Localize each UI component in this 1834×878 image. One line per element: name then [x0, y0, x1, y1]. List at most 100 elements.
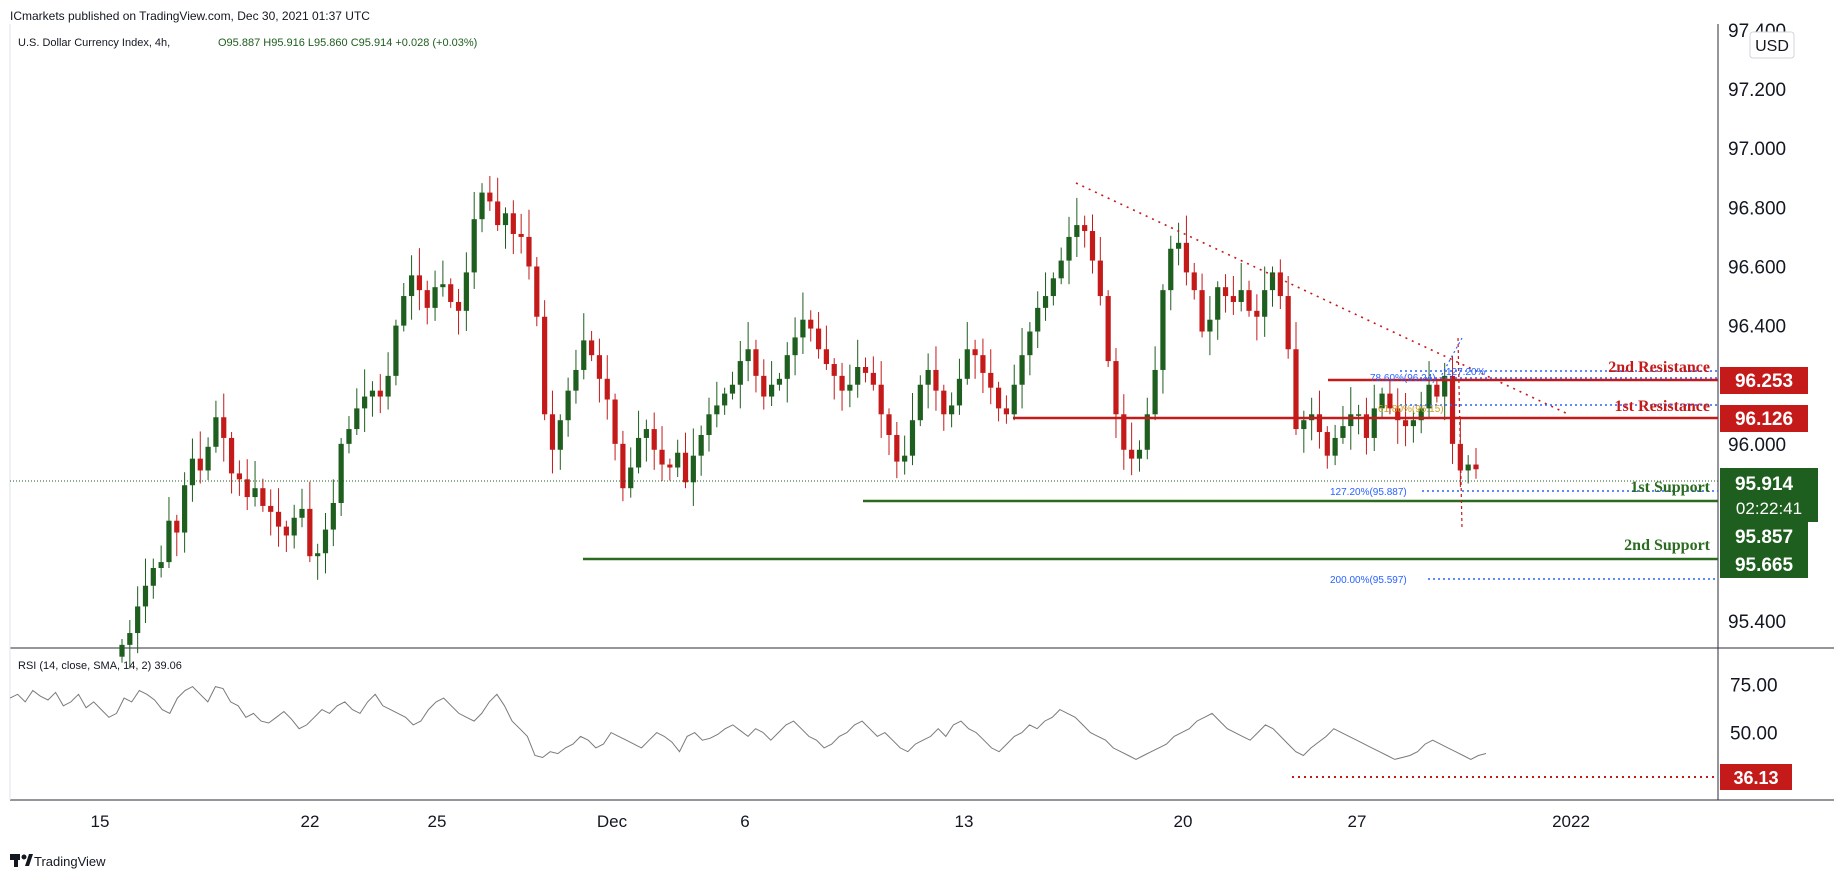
time-tick-label: 2022: [1552, 812, 1590, 831]
candle-body: [988, 372, 994, 388]
price-tick-label: 96.800: [1728, 198, 1786, 219]
candle-body: [424, 290, 430, 308]
candle-body: [972, 349, 978, 356]
candle-body: [275, 511, 282, 527]
price-pane: [10, 24, 1718, 648]
support-1-badge: [1720, 522, 1808, 550]
candle-body: [956, 378, 963, 406]
candle-body: [1152, 369, 1158, 415]
candle-body: [455, 301, 462, 311]
candle-body: [651, 429, 657, 450]
candle-body: [815, 328, 822, 350]
candle-body: [573, 369, 579, 391]
time-tick-label: 25: [428, 812, 447, 831]
candle-body: [1449, 375, 1456, 444]
candle-body: [252, 488, 258, 498]
candle-body: [1348, 414, 1354, 427]
candle-body: [1199, 290, 1205, 332]
candle-body: [244, 479, 250, 498]
candle-body: [855, 366, 861, 385]
candle-body: [565, 390, 571, 421]
candle-body: [1160, 290, 1166, 370]
candle-body: [291, 517, 297, 536]
candle-body: [510, 213, 516, 234]
support-2-badge-text: 95.665: [1735, 555, 1794, 576]
candle-body: [1175, 242, 1182, 249]
candle-body: [1230, 296, 1236, 302]
candle-body: [995, 387, 1002, 409]
candle-body: [659, 449, 665, 465]
candle-body: [260, 488, 266, 506]
candle-body: [839, 375, 845, 391]
candle-body: [1144, 414, 1150, 450]
candle-body: [197, 458, 203, 471]
candle-body: [698, 434, 704, 456]
support-1-label: 1st Support: [1630, 479, 1710, 496]
candle-body: [1426, 384, 1432, 409]
candle-body: [753, 349, 759, 376]
candle-body: [635, 437, 642, 468]
last-price-badge-text: 95.914: [1735, 474, 1794, 495]
candle-body: [941, 390, 947, 415]
candle-body: [518, 233, 524, 237]
candle-body: [502, 213, 509, 226]
candle-body: [174, 520, 180, 533]
price-tick-label: 96.400: [1728, 317, 1786, 338]
candle-body: [283, 526, 289, 536]
candle-body: [127, 633, 133, 645]
candle-body: [581, 340, 587, 370]
rsi-group: 75.00 50.00: [9, 676, 1778, 760]
candle-body: [1168, 248, 1174, 291]
candle-body: [362, 396, 368, 409]
candle-body: [526, 236, 532, 267]
candle-body: [393, 325, 399, 376]
rsi-tick-label: 50.00: [1730, 724, 1778, 745]
candle-body: [377, 390, 383, 397]
fib-1272-label: 127.20%(95.887): [1330, 487, 1407, 498]
candle-body: [1082, 225, 1088, 232]
candle-body: [722, 393, 728, 406]
candle-body: [682, 452, 689, 483]
candle-body: [1035, 307, 1041, 332]
price-tick-label: 97.000: [1728, 139, 1786, 160]
candle-body: [487, 192, 493, 202]
candle-body: [542, 316, 548, 415]
resistance-2-label: 2nd Resistance: [1608, 359, 1710, 376]
candle-body: [1324, 432, 1330, 456]
candle-body: [1019, 355, 1025, 385]
candle-body: [1434, 384, 1440, 397]
candle-body: [745, 349, 751, 362]
candle-body: [1066, 236, 1072, 261]
candle-body: [1395, 408, 1401, 421]
candle-body: [1262, 290, 1268, 317]
candle-body: [596, 355, 603, 379]
candle-body: [1027, 331, 1033, 356]
candle-body: [1003, 408, 1010, 415]
candle-body: [307, 508, 313, 557]
candle-body: [1285, 296, 1291, 350]
support-1-badge-text: 95.857: [1735, 527, 1793, 548]
candle-body: [189, 458, 196, 486]
candle-body: [1457, 443, 1463, 471]
price-tick-label: 95.400: [1728, 612, 1786, 633]
candle-body: [1363, 414, 1370, 438]
candle-body: [862, 366, 869, 373]
currency-badge[interactable]: [1749, 31, 1795, 59]
candle-body: [643, 429, 649, 438]
candle-body: [886, 414, 892, 435]
candle-body: [228, 437, 235, 474]
candle-body: [440, 284, 446, 288]
candle-body: [119, 644, 125, 657]
time-tick-label: 27: [1348, 812, 1367, 831]
candles-group: [119, 176, 1479, 669]
candle-body: [385, 375, 391, 397]
candle-body: [823, 349, 829, 365]
candle-body: [182, 485, 188, 533]
time-tick-label: 13: [955, 812, 974, 831]
candle-body: [925, 369, 931, 385]
resistance-1-label: 1st Resistance: [1614, 398, 1710, 415]
candle-body: [878, 384, 884, 415]
candle-body: [1129, 449, 1135, 459]
candle-body: [416, 275, 423, 291]
